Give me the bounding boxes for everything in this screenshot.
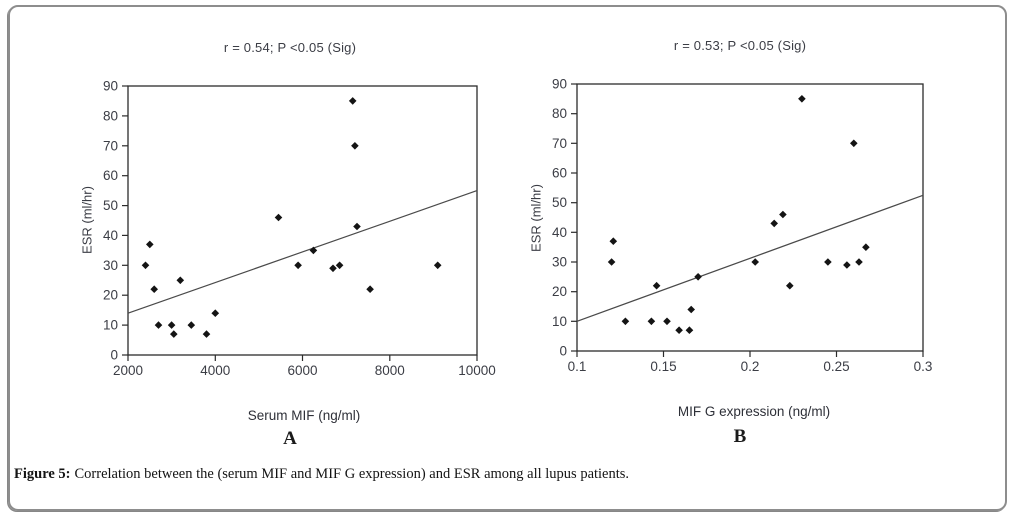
scatter-plot-svg: 0 10 20 30 40 50 60 70 80 90 2000 4000 6000 8000 10000 bbox=[103, 79, 496, 379]
svg-text:90: 90 bbox=[552, 77, 567, 92]
svg-text:90: 90 bbox=[103, 79, 118, 94]
svg-text:40: 40 bbox=[552, 225, 567, 240]
panel-letter-b: B bbox=[733, 426, 747, 447]
figure-caption: Figure 5: Correlation between the (serum … bbox=[14, 466, 987, 483]
svg-text:50: 50 bbox=[552, 195, 567, 210]
svg-text:70: 70 bbox=[103, 138, 118, 153]
chart-a-plot: 0 10 20 30 40 50 60 70 80 90 2000 4000 6000 8000 10000 bbox=[75, 58, 505, 379]
svg-text:80: 80 bbox=[552, 106, 567, 121]
svg-text:0.3: 0.3 bbox=[914, 359, 933, 374]
svg-text:0.15: 0.15 bbox=[650, 359, 676, 374]
chart-panel-a: r = 0.54; P <0.05 (Sig) ESR (ml/hr) 0 10 2… bbox=[75, 38, 505, 456]
svg-text:60: 60 bbox=[103, 168, 118, 183]
svg-text:30: 30 bbox=[103, 258, 118, 273]
svg-text:0.2: 0.2 bbox=[741, 359, 760, 374]
svg-text:80: 80 bbox=[103, 108, 118, 123]
svg-text:50: 50 bbox=[103, 198, 118, 213]
svg-text:8000: 8000 bbox=[375, 363, 405, 378]
svg-text:2000: 2000 bbox=[113, 363, 143, 378]
svg-text:20: 20 bbox=[552, 284, 567, 299]
svg-text:60: 60 bbox=[552, 166, 567, 181]
svg-text:4000: 4000 bbox=[200, 363, 230, 378]
svg-text:10: 10 bbox=[103, 318, 118, 333]
svg-text:0.25: 0.25 bbox=[823, 359, 849, 374]
chart-a-title: r = 0.54; P <0.05 (Sig) bbox=[223, 40, 357, 55]
figure-caption-text: Correlation between the (serum MIF and M… bbox=[74, 466, 630, 482]
svg-text:30: 30 bbox=[552, 255, 567, 270]
chart-b-plot: 0 10 20 30 40 50 60 70 80 90 0.1 0.15 0.2 0.25 0.3 bbox=[525, 56, 955, 376]
svg-text:0.1: 0.1 bbox=[568, 359, 587, 374]
chart-b-title: r = 0.53; P <0.05 (Sig) bbox=[673, 38, 807, 53]
svg-text:10: 10 bbox=[552, 314, 567, 329]
chart-b-x-axis-label: MIF G expression (ng/ml) bbox=[677, 404, 831, 419]
svg-text:70: 70 bbox=[552, 136, 567, 151]
svg-text:10000: 10000 bbox=[458, 363, 496, 378]
panel-letter-a: A bbox=[283, 428, 297, 449]
svg-text:40: 40 bbox=[103, 228, 118, 243]
chart-panel-b: r = 0.53; P <0.05 (Sig) ESR (ml/hr) 0 10 2… bbox=[525, 36, 955, 454]
figure-caption-label: Figure 5: bbox=[14, 466, 71, 482]
svg-text:0: 0 bbox=[559, 344, 567, 359]
svg-text:0: 0 bbox=[110, 348, 118, 363]
chart-a-x-axis-label: Serum MIF (ng/ml) bbox=[247, 408, 361, 423]
scatter-plot-svg: 0 10 20 30 40 50 60 70 80 90 0.1 0.15 0.2 0.25 0.3 bbox=[552, 77, 933, 375]
svg-text:20: 20 bbox=[103, 288, 118, 303]
svg-text:6000: 6000 bbox=[287, 363, 317, 378]
